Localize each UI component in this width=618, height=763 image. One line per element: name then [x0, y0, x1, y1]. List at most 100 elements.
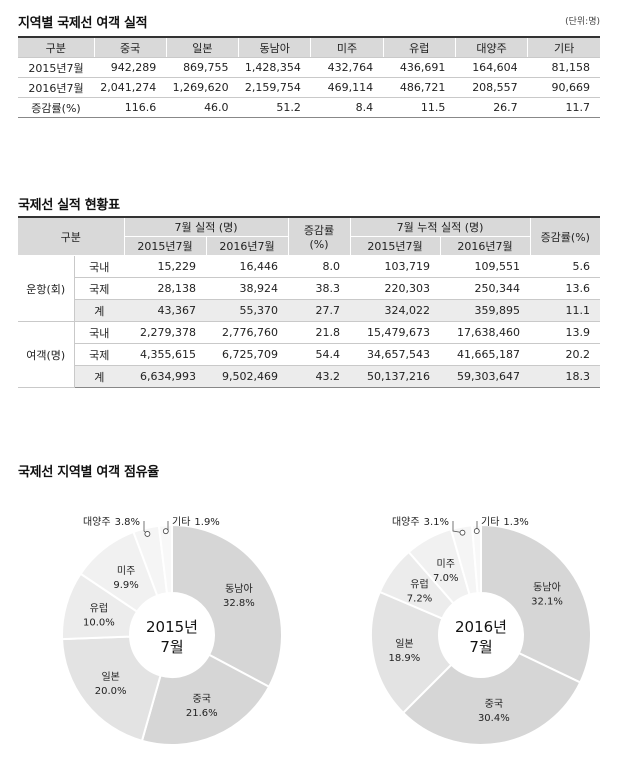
table-cell: 11.7: [527, 97, 600, 118]
table-cell: 486,721: [383, 77, 456, 98]
col-header: 중국: [93, 37, 167, 58]
pie-center-label: 2015년: [146, 618, 198, 636]
table-cell: 20.2: [530, 343, 601, 366]
slice-category-label: 유럽: [90, 602, 108, 614]
table-cell: 324,022: [350, 299, 440, 322]
pie-slice: [480, 523, 592, 684]
table-cell: 6,725,709: [206, 343, 288, 366]
sub-label: 국제: [74, 343, 124, 366]
col-header: 구분: [18, 37, 94, 58]
pie-slice: [61, 635, 162, 743]
table-cell: 55,370: [206, 299, 288, 322]
group-label: 여객(명): [18, 321, 75, 388]
table-row: 계 6,634,993 9,502,469 43.2 50,137,216 59,303,…: [18, 365, 601, 388]
callout-dot: [144, 531, 151, 537]
slice-value-label: 7.2%: [407, 593, 432, 604]
slice-category-label: 일본: [101, 671, 119, 683]
region-passenger-table: 구분 중국 일본 동남아 미주 유럽 대양주 기타 2015년7월 942,289…: [18, 36, 600, 118]
slice-category-label: 미주: [117, 565, 135, 577]
table-row: 증감률(%) 116.6 46.0 51.2 8.4 11.5 26.7 11.7: [18, 97, 600, 118]
slice-value-label: 18.9%: [389, 653, 421, 664]
sub-label: 계: [74, 365, 124, 388]
table-cell: 942,289: [94, 57, 167, 78]
callout-label: 기타 1.9%: [172, 516, 220, 528]
pie-center-label: 2016년: [455, 618, 507, 636]
callout-category: 기타: [481, 516, 499, 528]
pie-center-label: 7월: [469, 638, 492, 656]
slice-category-label: 동남아: [225, 583, 253, 595]
row-label: 2016년7월: [18, 77, 94, 98]
table-cell: 13.6: [530, 277, 601, 300]
slice-value-label: 21.6%: [186, 708, 218, 719]
callout-category: 대양주: [83, 516, 111, 528]
slice-value-label: 20.0%: [95, 686, 127, 697]
sub-label: 국내: [74, 321, 124, 344]
table-cell: 59,303,647: [440, 365, 531, 388]
table-cell: 54.4: [288, 343, 350, 366]
table-cell: 81,158: [527, 57, 600, 78]
table-cell: 250,344: [440, 277, 531, 300]
slice-value-label: 32.8%: [223, 598, 255, 609]
callout-dot: [162, 528, 169, 535]
callout-label: 대양주 3.8%: [83, 516, 140, 528]
table-cell: 50,137,216: [350, 365, 440, 388]
callout-value: 1.9%: [194, 517, 219, 528]
table-cell: 34,657,543: [350, 343, 440, 366]
callout-value: 1.3%: [503, 517, 528, 528]
table-cell: 11.5: [383, 97, 456, 118]
callout-dot: [459, 529, 466, 536]
row-label: 증감률(%): [18, 97, 94, 118]
table-cell: 21.8: [288, 321, 350, 344]
table-cell: 164,604: [455, 57, 528, 78]
callout-category: 대양주: [392, 516, 420, 528]
table-row: 2016년7월 2,041,274 1,269,620 2,159,754 469,11…: [18, 77, 600, 98]
col-header: 미주: [310, 37, 384, 58]
table-cell: 26.7: [455, 97, 528, 118]
col-header-2016: 2016년7월: [439, 236, 531, 256]
pie-chart-2015: 2015년 7월 동남아 32.8% 중국 21.6% 일본 20.0% 유럽 10.0% 미주 9.…: [61, 516, 283, 746]
table-cell: 116.6: [94, 97, 167, 118]
row-label: 2015년7월: [18, 57, 94, 78]
pie-slice: [157, 523, 173, 595]
slice-value-label: 30.4%: [478, 713, 510, 724]
table1-unit: (단위:명): [565, 17, 600, 27]
col-header-2016: 2016년7월: [205, 236, 288, 256]
table1-title: 지역별 국제선 여객 실적: [18, 16, 148, 31]
table-cell: 469,114: [310, 77, 384, 98]
slice-category-label: 동남아: [533, 581, 561, 593]
slice-category-label: 일본: [395, 638, 413, 650]
col-header-change: 증감률(%): [529, 217, 601, 256]
sub-label: 계: [74, 299, 124, 322]
pie-slice: [401, 651, 582, 746]
table-cell: 11.1: [530, 299, 601, 322]
table-cell: 208,557: [455, 77, 528, 98]
table-cell: 1,269,620: [166, 77, 239, 98]
col-header-category: 구분: [18, 217, 124, 256]
callout-line: [452, 521, 463, 534]
international-status-table: 구분 7월 실적 (명) 증감률(%) 7월 누적 실적 (명) 증감률(%) …: [18, 216, 601, 388]
slice-category-label: 미주: [437, 558, 455, 570]
slice-value-label: 9.9%: [113, 580, 138, 591]
table-row: 국제 28,138 38,924 38.3 220,303 250,344 13.6: [18, 277, 601, 300]
table-cell: 8.0: [288, 255, 350, 278]
pie-slice: [140, 653, 271, 746]
table-row: 2015년7월 942,289 869,755 1,428,354 432,764 436…: [18, 57, 600, 78]
slice-category-label: 중국: [193, 693, 211, 705]
table-cell: 2,776,760: [206, 321, 288, 344]
callout-value: 3.8%: [115, 517, 140, 528]
table-row: 계 43,367 55,370 27.7 324,022 359,895 11.1: [18, 299, 601, 322]
slice-value-label: 32.1%: [531, 596, 563, 607]
table-cell: 38.3: [288, 277, 350, 300]
table-cell: 2,279,378: [124, 321, 206, 344]
table-cell: 1,428,354: [238, 57, 311, 78]
table-cell: 38,924: [206, 277, 288, 300]
slice-value-label: 10.0%: [83, 617, 115, 628]
table-cell: 43,367: [124, 299, 206, 322]
col-header-2015: 2015년7월: [123, 236, 206, 256]
callout-dot: [473, 528, 480, 534]
share-title: 국제선 지역별 여객 점유율: [18, 465, 159, 480]
table-header-row: 구분 중국 일본 동남아 미주 유럽 대양주 기타: [18, 37, 600, 58]
table-row: 여객(명) 국내 2,279,378 2,776,760 21.8 15,479,673 1…: [18, 321, 601, 388]
table-header-row: 2015년7월 2016년7월 2015년7월 2016년7월: [18, 236, 600, 256]
col-header: 기타: [527, 37, 600, 58]
